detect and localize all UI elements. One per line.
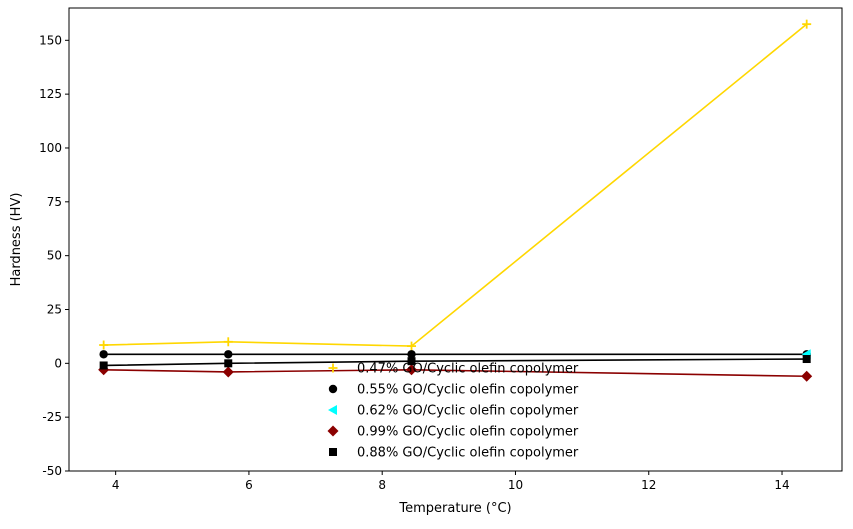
y-tick-label: -25 — [42, 410, 62, 424]
legend-label-1: 0.47% GO/Cyclic olefin copolymer — [357, 362, 579, 377]
legend-label-3: 0.62% GO/Cyclic olefin copolymer — [357, 404, 579, 419]
data-point-series-5 — [99, 361, 108, 370]
legend-marker-3 — [328, 405, 337, 415]
x-axis-label: Temperature (°C) — [398, 501, 511, 516]
data-point-series-5 — [224, 359, 233, 368]
legend-marker-1 — [328, 363, 338, 373]
data-point-series-2 — [99, 350, 108, 359]
data-point-series-5 — [802, 355, 811, 364]
data-point-series-5 — [407, 357, 416, 366]
data-point-series-1 — [802, 19, 812, 29]
y-tick-label: 75 — [47, 195, 62, 209]
data-point-series-2 — [224, 350, 233, 359]
data-point-series-2 — [407, 350, 416, 359]
x-axis-ticks: 4 6 8 10 12 14 — [112, 471, 790, 492]
y-tick-label: 50 — [47, 249, 62, 263]
y-axis-ticks: -50 -25 0 25 50 75 100 125 150 — [39, 33, 69, 478]
x-tick-label: 8 — [378, 478, 386, 492]
x-tick-label: 4 — [112, 478, 120, 492]
data-point-series-1 — [407, 341, 417, 351]
y-tick-label: 25 — [47, 302, 62, 316]
y-tick-label: 100 — [39, 141, 62, 155]
data-point-series-1 — [223, 337, 233, 347]
x-tick-label: 10 — [508, 478, 523, 492]
y-tick-label: 0 — [54, 356, 62, 370]
legend-label-5: 0.88% GO/Cyclic olefin copolymer — [357, 446, 579, 461]
legend-label-4: 0.99% GO/Cyclic olefin copolymer — [357, 425, 579, 440]
y-tick-label: 125 — [39, 87, 62, 101]
series-line-5 — [103, 358, 807, 367]
data-point-series-4 — [801, 370, 813, 382]
plot-frame — [68, 7, 843, 472]
data-point-series-4 — [222, 366, 234, 378]
series-layer — [98, 19, 813, 382]
data-point-series-1 — [99, 340, 109, 350]
legend: 0.47% GO/Cyclic olefin copolymer 0.55% GO… — [327, 362, 579, 461]
legend-label-2: 0.55% GO/Cyclic olefin copolymer — [357, 383, 579, 398]
series-line-4 — [103, 368, 807, 378]
legend-marker-4 — [327, 425, 339, 437]
series-line-1 — [103, 23, 808, 347]
legend-marker-2 — [328, 384, 338, 394]
x-tick-label: 12 — [641, 478, 656, 492]
x-tick-label: 14 — [774, 478, 789, 492]
x-tick-label: 6 — [245, 478, 253, 492]
legend-marker-5 — [329, 448, 337, 456]
y-tick-label: -50 — [42, 464, 62, 478]
y-tick-label: 150 — [39, 33, 62, 47]
data-point-series-4 — [406, 364, 418, 376]
y-axis-label: Hardness (HV) — [9, 193, 24, 287]
